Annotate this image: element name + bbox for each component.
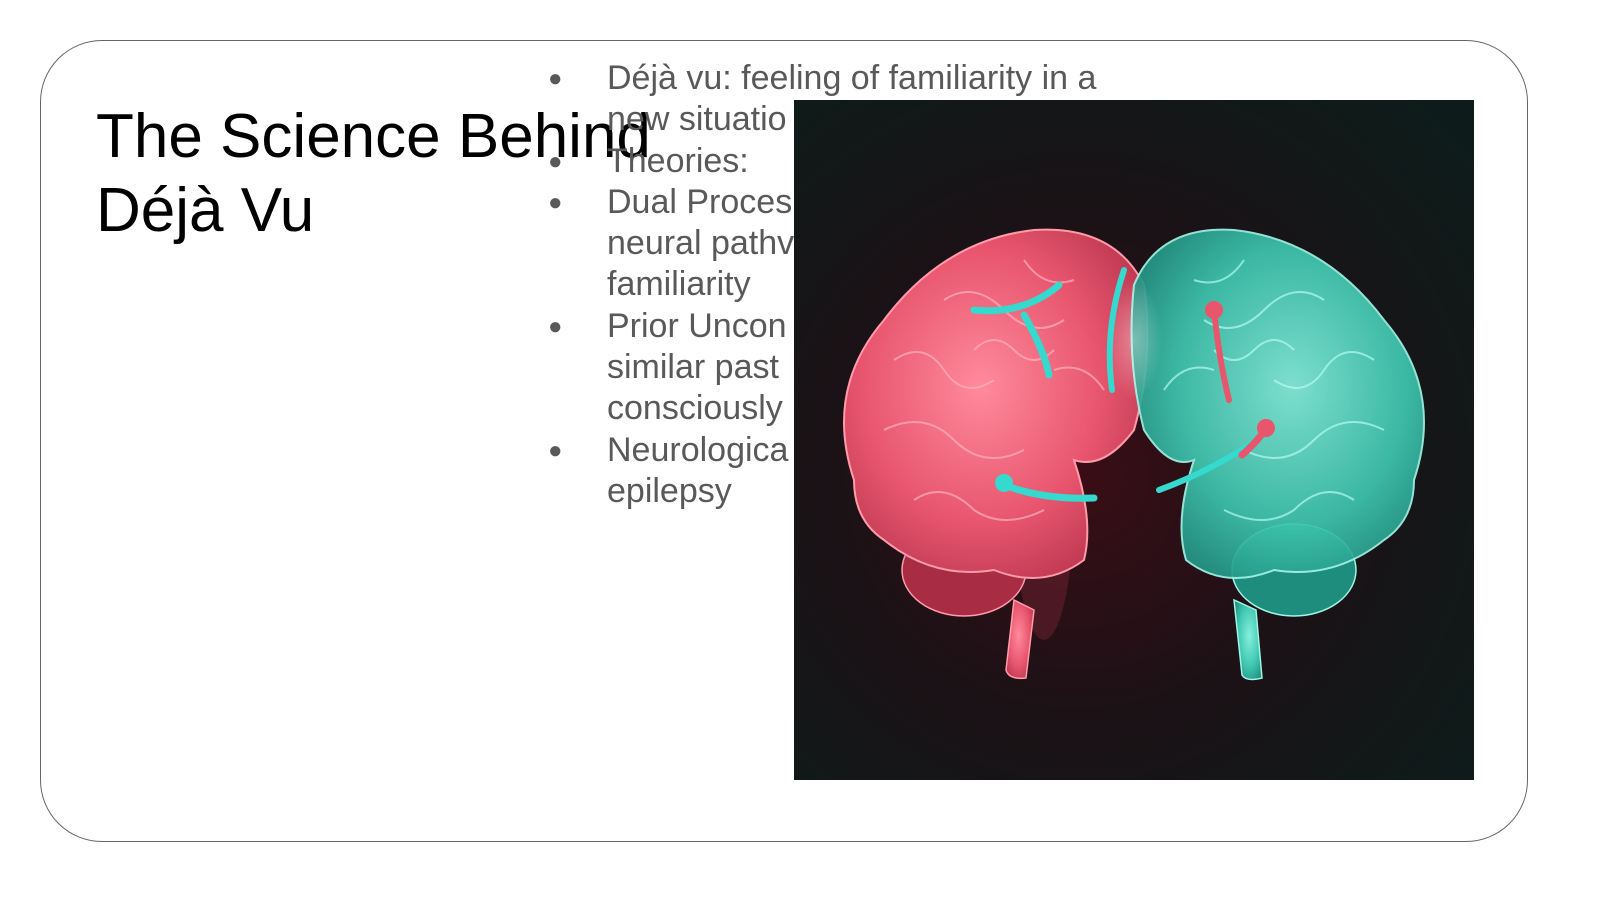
neural-highlights (970, 267, 1275, 502)
cyan-pathway-2 (1106, 267, 1127, 393)
red-node-2 (1257, 419, 1275, 437)
bullet-dot-icon: ● (548, 147, 563, 175)
bullet-item: ● Déjà vu: feeling of familiarity in a n… (546, 58, 1166, 141)
slide-title-line: The Science Behind (96, 102, 651, 171)
bullet-dot-icon: ● (548, 188, 563, 216)
bullet-text: Theories: (607, 141, 749, 180)
brain-image (794, 100, 1474, 780)
left-brainstem (1005, 598, 1035, 680)
right-hemisphere (1130, 228, 1425, 681)
bullet-text: similar past (607, 348, 779, 387)
bullet-list: ● Déjà vu: feeling of familiarity in a n… (546, 58, 1166, 512)
bullet-text: new situatio (607, 100, 787, 139)
cyan-node (995, 474, 1013, 492)
bullet-text: Déjà vu: feeling of familiarity in a (607, 59, 1097, 97)
bullet-dot-icon: ● (548, 436, 563, 464)
right-sulci (1163, 259, 1385, 521)
bullet-item: ● Dual Proces neural pathv familiarity (546, 182, 1166, 306)
bullet-item: ● Neurologica epilepsy (546, 430, 1166, 513)
connection-glow (1106, 280, 1162, 400)
bullet-dot-icon: ● (548, 65, 563, 92)
left-hemisphere (843, 228, 1149, 680)
bullet-text: epilepsy (607, 471, 732, 510)
right-brainstem (1233, 598, 1263, 681)
bullet-item: ● Prior Uncon similar past consciously (546, 306, 1166, 430)
left-cerebrum (843, 228, 1149, 579)
right-cerebrum (1130, 228, 1425, 579)
slide-title: The Science Behind Déjà Vu (96, 100, 651, 248)
bullet-text: consciously (607, 389, 783, 428)
cyan-pathway-3 (1000, 481, 1098, 502)
red-pathway-1 (1211, 307, 1232, 403)
bullet-dot-icon: ● (548, 312, 563, 340)
bullet-text: neural pathv (607, 224, 795, 263)
bullet-text: familiarity (607, 265, 751, 304)
bullet-text: Dual Proces (607, 182, 793, 221)
slide-title-line: Déjà Vu (96, 176, 315, 245)
bullet-text: Neurologica (607, 430, 789, 469)
red-node-1 (1205, 301, 1223, 319)
cyan-pathway-1 (970, 281, 1063, 379)
bullet-text: Prior Uncon (607, 306, 787, 345)
bullet-item: ● Theories: (546, 141, 1166, 182)
